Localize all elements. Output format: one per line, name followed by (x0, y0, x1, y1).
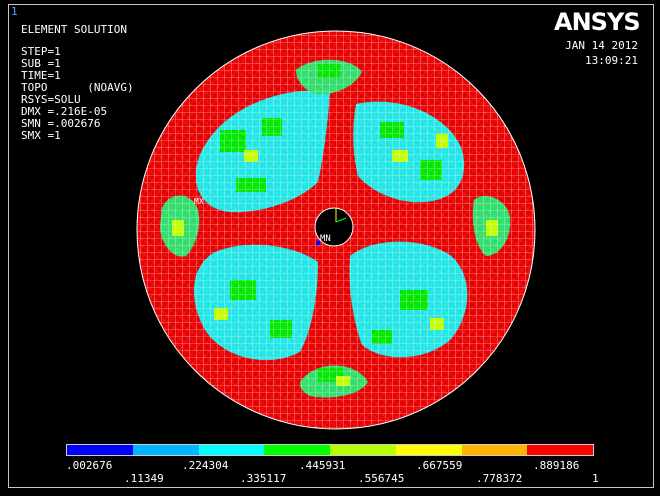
ansys-logo: ANSYS (554, 8, 641, 36)
info-line-dmx: DMX =.216E-05 (21, 105, 108, 118)
info-line-topo: TOPO (NOAVG) (21, 81, 134, 94)
info-line-rsys: RSYS=SOLU (21, 93, 81, 106)
legend-color-bar (66, 444, 594, 456)
legend-label-top-4: .667559 (416, 459, 463, 472)
graphics-frame (8, 4, 654, 488)
plot-time: 13:09:21 (585, 54, 638, 67)
info-line-smx: SMX =1 (21, 129, 61, 142)
hub-hole (314, 207, 354, 247)
legend-swatch-2 (132, 445, 199, 455)
plot-date: JAN 14 2012 (565, 39, 638, 52)
info-line-smn: SMN =.002676 (21, 117, 101, 130)
info-line-step: STEP=1 (21, 45, 61, 58)
max-marker-label: MX (194, 197, 204, 206)
legend-swatch-1 (67, 445, 133, 455)
legend-label-top-1: .002676 (66, 459, 113, 472)
disc-outline (136, 30, 536, 430)
coordinate-triad (335, 208, 347, 223)
legend-swatch-7 (461, 445, 528, 455)
legend-swatch-5 (330, 445, 396, 455)
window-number: 1 (11, 5, 18, 18)
solution-info-block: ELEMENT SOLUTION STEP=1 SUB =1 TIME=1 TO… (21, 24, 134, 142)
legend-label-top-2: .224304 (182, 459, 229, 472)
legend-label-bottom-2: .335117 (240, 472, 287, 485)
min-marker (316, 241, 320, 245)
legend-swatch-3 (198, 445, 265, 455)
legend-label-bottom-3: .556745 (358, 472, 405, 485)
plot-title: ELEMENT SOLUTION (21, 23, 127, 36)
legend-label-bottom-1: .11349 (124, 472, 164, 485)
info-line-sub: SUB =1 (21, 57, 61, 70)
legend-label-bottom-4: .778372 (476, 472, 523, 485)
legend-label-bottom-5: 1 (592, 472, 599, 485)
min-marker-label: MN (320, 234, 331, 244)
legend-label-top-5: .889186 (533, 459, 580, 472)
legend-label-top-3: .445931 (299, 459, 346, 472)
legend-swatch-4 (264, 445, 330, 455)
legend-swatch-8 (527, 445, 593, 455)
info-line-time: TIME=1 (21, 69, 61, 82)
legend-swatch-6 (395, 445, 462, 455)
